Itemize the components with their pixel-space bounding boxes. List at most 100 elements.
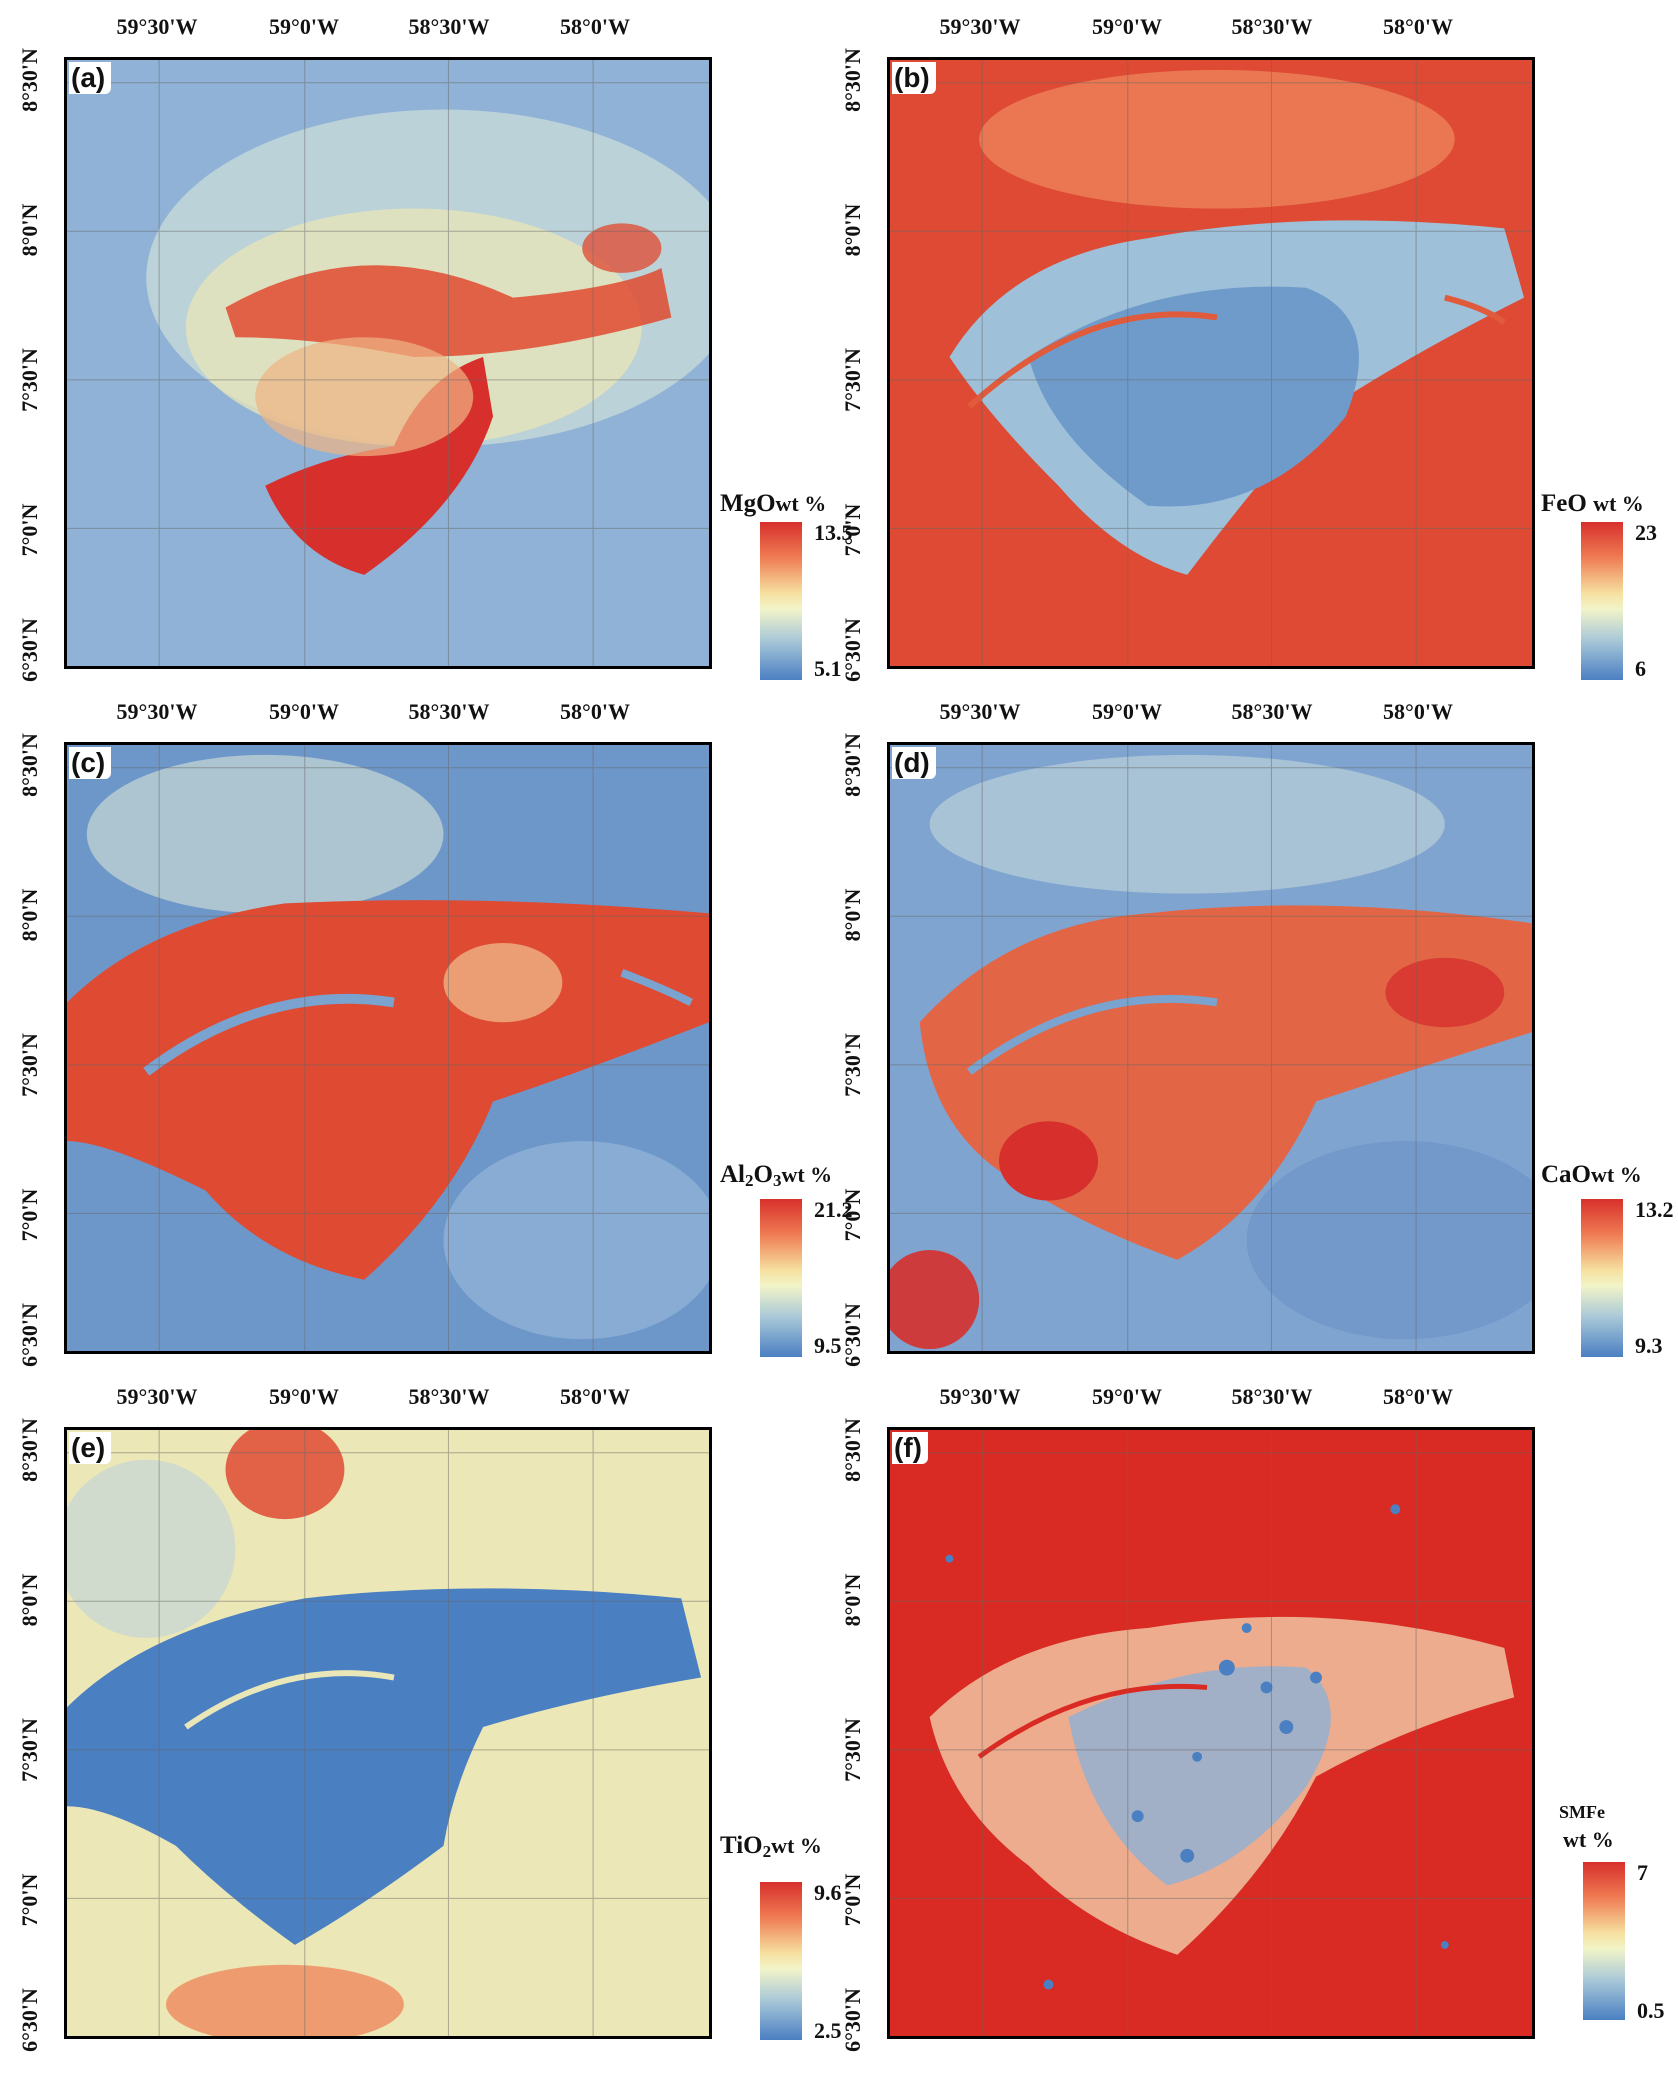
oxide-name: Ti bbox=[720, 1832, 744, 1859]
lat-label: 8°0'N bbox=[840, 888, 865, 942]
lon-label: 59°0'W bbox=[269, 14, 339, 39]
legend-max: 23 bbox=[1635, 520, 1657, 545]
legend-title: TiO2wt % bbox=[720, 1832, 822, 1862]
lon-label: 59°30'W bbox=[939, 14, 1021, 39]
lon-label: 59°0'W bbox=[269, 699, 339, 724]
oxide-name: SMFe bbox=[1559, 1802, 1605, 1822]
lon-label: 58°0'W bbox=[1383, 14, 1453, 39]
abundance-map bbox=[67, 745, 709, 1351]
lat-label: 7°0'N bbox=[17, 1188, 42, 1242]
lon-label: 59°30'W bbox=[939, 1384, 1021, 1409]
lat-label: 8°0'N bbox=[840, 203, 865, 257]
lat-label: 7°0'N bbox=[840, 1188, 865, 1242]
map-al2o3: (c) bbox=[64, 742, 712, 1354]
color-ramp bbox=[1583, 1862, 1625, 2020]
abundance-map bbox=[890, 1430, 1532, 2036]
lat-label: 7°30'N bbox=[17, 1033, 42, 1097]
lat-label: 6°30'N bbox=[840, 1988, 865, 2052]
unit-label: wt % bbox=[1593, 491, 1644, 516]
map-cao: (d) bbox=[887, 742, 1535, 1354]
panel-label: (a) bbox=[69, 62, 112, 94]
oxide-name: Al bbox=[720, 1161, 745, 1188]
legend-title: CaOwt % bbox=[1541, 1161, 1642, 1189]
lon-label: 58°0'W bbox=[1383, 699, 1453, 724]
unit-label: wt % bbox=[781, 1162, 833, 1187]
panel-label: (c) bbox=[69, 747, 112, 779]
panel-label: (e) bbox=[69, 1432, 112, 1464]
abundance-map bbox=[890, 60, 1532, 666]
lat-label: 6°30'N bbox=[17, 1988, 42, 2052]
panel-label: (b) bbox=[892, 62, 936, 94]
lat-label: 8°30'N bbox=[17, 733, 42, 797]
legend-min: 6 bbox=[1635, 656, 1646, 681]
legend-min: 9.5 bbox=[814, 1333, 842, 1358]
color-legend: TiO2wt % 9.6 2.5 bbox=[720, 1832, 842, 2092]
legend-min: 2.5 bbox=[814, 2018, 842, 2043]
latitude-labels: 8°30'N 8°0'N 7°30'N 7°0'N 6°30'N bbox=[823, 0, 883, 685]
lon-label: 58°0'W bbox=[560, 699, 630, 724]
panel-d: 59°30'W 59°0'W 58°30'W 58°0'W 8°30'N 8°0… bbox=[823, 685, 1674, 1370]
lon-label: 59°0'W bbox=[1092, 699, 1162, 724]
lat-label: 6°30'N bbox=[840, 1303, 865, 1367]
lat-label: 8°30'N bbox=[840, 733, 865, 797]
lon-label: 58°30'W bbox=[408, 1384, 490, 1409]
panel-label: (d) bbox=[892, 747, 936, 779]
longitude-labels: 59°30'W 59°0'W 58°30'W 58°0'W bbox=[0, 14, 839, 40]
lon-label: 58°30'W bbox=[408, 14, 490, 39]
lon-label: 59°0'W bbox=[269, 1384, 339, 1409]
lat-label: 8°30'N bbox=[840, 48, 865, 112]
color-ramp bbox=[1581, 522, 1623, 680]
lat-label: 8°0'N bbox=[840, 1573, 865, 1627]
legend-min: 5.1 bbox=[814, 656, 842, 681]
color-legend: MgOwt % 13.5 5.1 bbox=[720, 490, 853, 750]
lat-label: 7°0'N bbox=[840, 503, 865, 557]
subscript: 2 bbox=[745, 1171, 754, 1190]
map-mgo: (a) bbox=[64, 57, 712, 669]
legend-max: 13.5 bbox=[814, 520, 853, 545]
legend-min: 0.5 bbox=[1637, 1998, 1665, 2023]
color-ramp bbox=[1581, 1199, 1623, 1357]
oxide-name: FeO bbox=[1541, 490, 1587, 517]
legend-title: Al2O3wt % bbox=[720, 1161, 832, 1191]
panel-label: (f) bbox=[892, 1432, 928, 1464]
oxide-name: O bbox=[743, 1832, 763, 1859]
lat-label: 8°0'N bbox=[17, 1573, 42, 1627]
longitude-labels: 59°30'W 59°0'W 58°30'W 58°0'W bbox=[823, 14, 1662, 40]
color-legend: CaOwt % 13.2 9.3 bbox=[1541, 1161, 1674, 1421]
map-smfe: (f) bbox=[887, 1427, 1535, 2039]
legend-min: 9.3 bbox=[1635, 1333, 1663, 1358]
latitude-labels: 8°30'N 8°0'N 7°30'N 7°0'N 6°30'N bbox=[823, 685, 883, 1370]
lat-label: 7°30'N bbox=[840, 1718, 865, 1782]
lon-label: 58°0'W bbox=[560, 1384, 630, 1409]
unit-label: wt % bbox=[771, 1833, 822, 1858]
panel-e: 59°30'W 59°0'W 58°30'W 58°0'W 8°30'N 8°0… bbox=[0, 1370, 842, 2055]
longitude-labels: 59°30'W 59°0'W 58°30'W 58°0'W bbox=[0, 1384, 839, 1410]
latitude-labels: 8°30'N 8°0'N 7°30'N 7°0'N 6°30'N bbox=[823, 1370, 883, 2055]
lat-label: 7°30'N bbox=[17, 1718, 42, 1782]
lat-label: 7°30'N bbox=[17, 348, 42, 412]
longitude-labels: 59°30'W 59°0'W 58°30'W 58°0'W bbox=[823, 699, 1662, 725]
lat-label: 8°0'N bbox=[17, 203, 42, 257]
color-legend: Al2O3wt % 21.2 9.5 bbox=[720, 1161, 853, 1421]
map-feo: (b) bbox=[887, 57, 1535, 669]
legend-max: 9.6 bbox=[814, 1880, 842, 1905]
panel-c: 59°30'W 59°0'W 58°30'W 58°0'W 8°30'N 8°0… bbox=[0, 685, 853, 1370]
color-ramp bbox=[760, 1882, 802, 2040]
color-ramp bbox=[760, 1199, 802, 1357]
lat-label: 7°0'N bbox=[17, 503, 42, 557]
lat-label: 6°30'N bbox=[17, 1303, 42, 1367]
legend-title: FeO wt % bbox=[1541, 490, 1644, 518]
latitude-labels: 8°30'N 8°0'N 7°30'N 7°0'N 6°30'N bbox=[0, 1370, 60, 2055]
lat-label: 7°30'N bbox=[840, 348, 865, 412]
oxide-name: O bbox=[753, 1161, 773, 1188]
lat-label: 6°30'N bbox=[17, 618, 42, 682]
color-ramp bbox=[760, 522, 802, 680]
panel-f: 59°30'W 59°0'W 58°30'W 58°0'W 8°30'N 8°0… bbox=[823, 1370, 1665, 2055]
lat-label: 7°30'N bbox=[840, 1033, 865, 1097]
legend-max: 13.2 bbox=[1635, 1197, 1674, 1222]
lon-label: 59°30'W bbox=[116, 699, 198, 724]
lon-label: 59°30'W bbox=[116, 1384, 198, 1409]
lon-label: 58°30'W bbox=[1231, 14, 1313, 39]
lat-label: 7°0'N bbox=[840, 1873, 865, 1927]
color-legend: SMFe wt % 7 0.5 bbox=[1553, 1802, 1673, 2062]
